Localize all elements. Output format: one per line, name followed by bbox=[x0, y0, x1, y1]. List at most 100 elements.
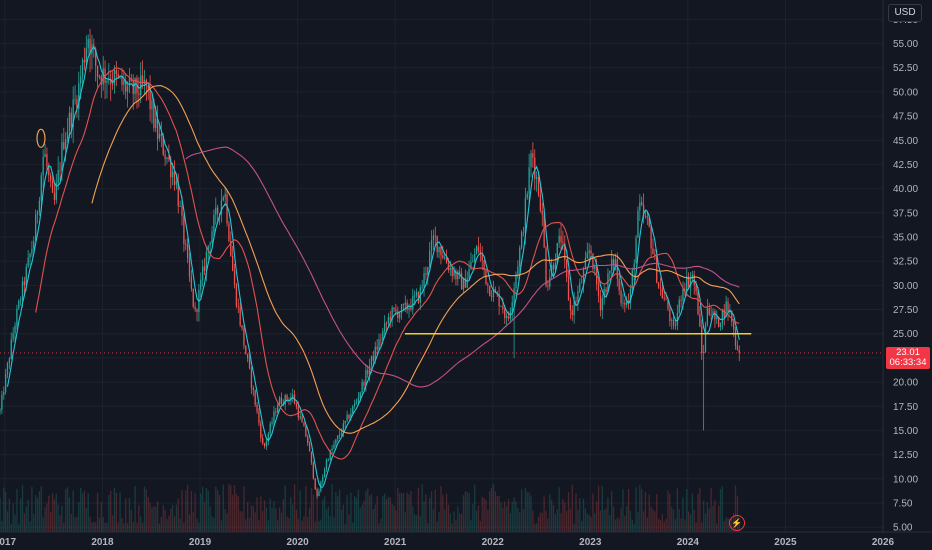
volume-bar bbox=[537, 516, 540, 532]
volume-bar bbox=[661, 514, 664, 532]
volume-bar bbox=[65, 489, 67, 532]
volume-bar bbox=[485, 499, 487, 532]
volume-bar bbox=[42, 516, 44, 532]
candle-body bbox=[532, 153, 534, 158]
candle-body bbox=[166, 157, 168, 159]
volume-bar bbox=[46, 503, 48, 532]
candle-body bbox=[543, 214, 545, 248]
candle-body bbox=[222, 197, 224, 201]
volume-bar bbox=[717, 505, 720, 532]
volume-bar bbox=[596, 501, 598, 532]
candle-body bbox=[520, 232, 523, 248]
volume-bar bbox=[312, 494, 315, 532]
candle-body bbox=[340, 432, 343, 435]
time-axis[interactable]: 2017 2018 2019 2020 2021 2022 2023 2024 2025 2026 bbox=[0, 537, 895, 548]
candle-body bbox=[641, 202, 643, 205]
volume-bar bbox=[348, 514, 350, 532]
candle-body bbox=[66, 131, 69, 140]
candle-body bbox=[513, 287, 515, 303]
x-tick-label: 2018 bbox=[91, 537, 114, 548]
volume-bar bbox=[119, 492, 121, 532]
x-tick-label: 2022 bbox=[482, 537, 505, 548]
volume-bar bbox=[571, 484, 573, 532]
candle-body bbox=[374, 346, 376, 361]
volume-bar bbox=[252, 506, 254, 532]
volume-bar bbox=[16, 488, 18, 532]
candle-body bbox=[134, 77, 136, 95]
volume-bar bbox=[652, 509, 654, 532]
candle-body bbox=[567, 276, 570, 301]
candle-body bbox=[616, 259, 618, 279]
candle-body bbox=[348, 414, 350, 419]
volume-bar bbox=[179, 518, 181, 532]
candle-body bbox=[226, 194, 228, 224]
volume-bar bbox=[286, 516, 288, 532]
candle-body bbox=[370, 355, 373, 366]
candle-body bbox=[528, 167, 530, 194]
volume-bar bbox=[228, 484, 230, 532]
volume-bar bbox=[36, 497, 39, 532]
volume-bar bbox=[299, 490, 301, 532]
candle-body bbox=[701, 326, 703, 354]
volume-bar bbox=[81, 493, 84, 532]
volume-bar bbox=[481, 496, 483, 532]
currency-label[interactable]: USD bbox=[888, 4, 922, 22]
volume-bar bbox=[282, 498, 284, 532]
candle-body bbox=[224, 194, 226, 198]
candle-body bbox=[363, 382, 365, 386]
volume-bar bbox=[575, 493, 577, 532]
volume-bar bbox=[507, 499, 510, 532]
volume-bar bbox=[218, 494, 221, 532]
volume-bar bbox=[220, 520, 223, 532]
volume-bar bbox=[61, 505, 63, 532]
candle-body bbox=[633, 263, 635, 271]
volume-bar bbox=[541, 512, 543, 532]
candle-body bbox=[143, 79, 146, 84]
volume-bar bbox=[337, 496, 339, 532]
volume-bar bbox=[489, 490, 491, 532]
chart-annotations bbox=[0, 128, 883, 354]
volume-bar bbox=[288, 517, 290, 532]
candle-body bbox=[275, 411, 277, 413]
volume-bar bbox=[359, 508, 361, 532]
volume-bar bbox=[132, 521, 134, 532]
candle-body bbox=[734, 328, 737, 346]
candle-body bbox=[704, 324, 707, 353]
volume-bar bbox=[734, 485, 737, 532]
candle-body bbox=[273, 411, 275, 422]
volume-bar bbox=[80, 487, 82, 532]
volume-bar bbox=[699, 488, 701, 532]
candle-body bbox=[53, 192, 56, 200]
candle-body bbox=[569, 300, 572, 311]
candle-body bbox=[65, 139, 67, 150]
volume-bar bbox=[78, 501, 80, 532]
x-tick-label: 2024 bbox=[677, 537, 700, 548]
volume-bar bbox=[55, 493, 57, 532]
volume-bar bbox=[434, 489, 436, 532]
volume-bar bbox=[415, 515, 418, 532]
volume-bar bbox=[641, 489, 643, 532]
candle-body bbox=[262, 437, 264, 444]
candle-body bbox=[691, 274, 694, 279]
lightning-icon[interactable]: ⚡ bbox=[729, 515, 745, 531]
candle-body bbox=[432, 235, 435, 240]
candle-body bbox=[68, 112, 71, 132]
candle-body bbox=[414, 295, 416, 297]
volume-bar bbox=[646, 517, 648, 532]
volume-bar bbox=[618, 518, 620, 532]
candle-body bbox=[228, 223, 230, 242]
volume-bar bbox=[314, 521, 316, 532]
volume-bar bbox=[273, 500, 275, 532]
volume-bar bbox=[277, 519, 279, 532]
volume-bar bbox=[269, 498, 271, 532]
candle-body bbox=[260, 423, 262, 438]
candle-body bbox=[0, 409, 1, 412]
candle-body bbox=[314, 478, 316, 490]
candle-body bbox=[622, 302, 624, 304]
volume-bar bbox=[365, 490, 367, 532]
candle-body bbox=[44, 153, 46, 158]
volume-bar bbox=[372, 509, 375, 532]
candle-body bbox=[642, 204, 645, 216]
volume-bar bbox=[590, 517, 592, 532]
